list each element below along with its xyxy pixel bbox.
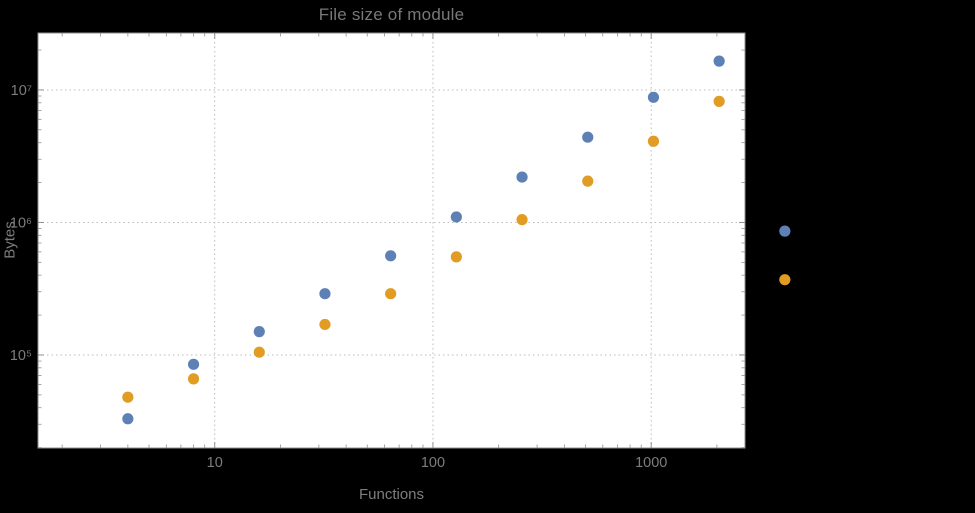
plot-frame xyxy=(37,32,746,449)
data-point-series-1 xyxy=(582,131,594,143)
data-point-series-2 xyxy=(450,251,462,263)
x-tick-label: 1000 xyxy=(635,455,667,471)
data-point-series-1 xyxy=(319,288,331,300)
data-point-series-1 xyxy=(450,211,462,223)
chart-title: File size of module xyxy=(318,5,465,24)
data-point-series-1 xyxy=(516,171,528,183)
y-tick-label: 10⁵ xyxy=(10,348,32,364)
data-point-series-2 xyxy=(647,135,660,147)
data-point-series-2 xyxy=(187,373,200,385)
data-point-series-1 xyxy=(187,358,200,370)
data-point-series-2 xyxy=(516,214,528,226)
data-point-series-2 xyxy=(319,318,331,331)
y-tick-label: 10⁶ xyxy=(10,215,32,231)
data-point-series-2 xyxy=(582,175,594,187)
data-point-series-1 xyxy=(779,225,791,237)
data-point-series-1 xyxy=(385,250,397,262)
x-tick-label: 100 xyxy=(421,455,445,471)
data-point-series-1 xyxy=(713,55,725,67)
data-point-series-2 xyxy=(385,288,397,300)
data-point-series-1 xyxy=(647,91,660,103)
x-tick-label: 10 xyxy=(207,455,223,471)
data-point-series-2 xyxy=(779,274,791,286)
plot-background xyxy=(38,33,745,448)
data-point-series-2 xyxy=(253,346,265,358)
data-point-series-1 xyxy=(253,326,265,338)
data-point-series-1 xyxy=(122,413,134,425)
data-point-series-2 xyxy=(713,95,725,107)
y-tick-label: 10⁷ xyxy=(11,83,32,99)
x-axis-label: Functions xyxy=(358,486,425,503)
y-axis-label: Bytes xyxy=(1,221,19,259)
data-point-series-2 xyxy=(122,391,134,403)
